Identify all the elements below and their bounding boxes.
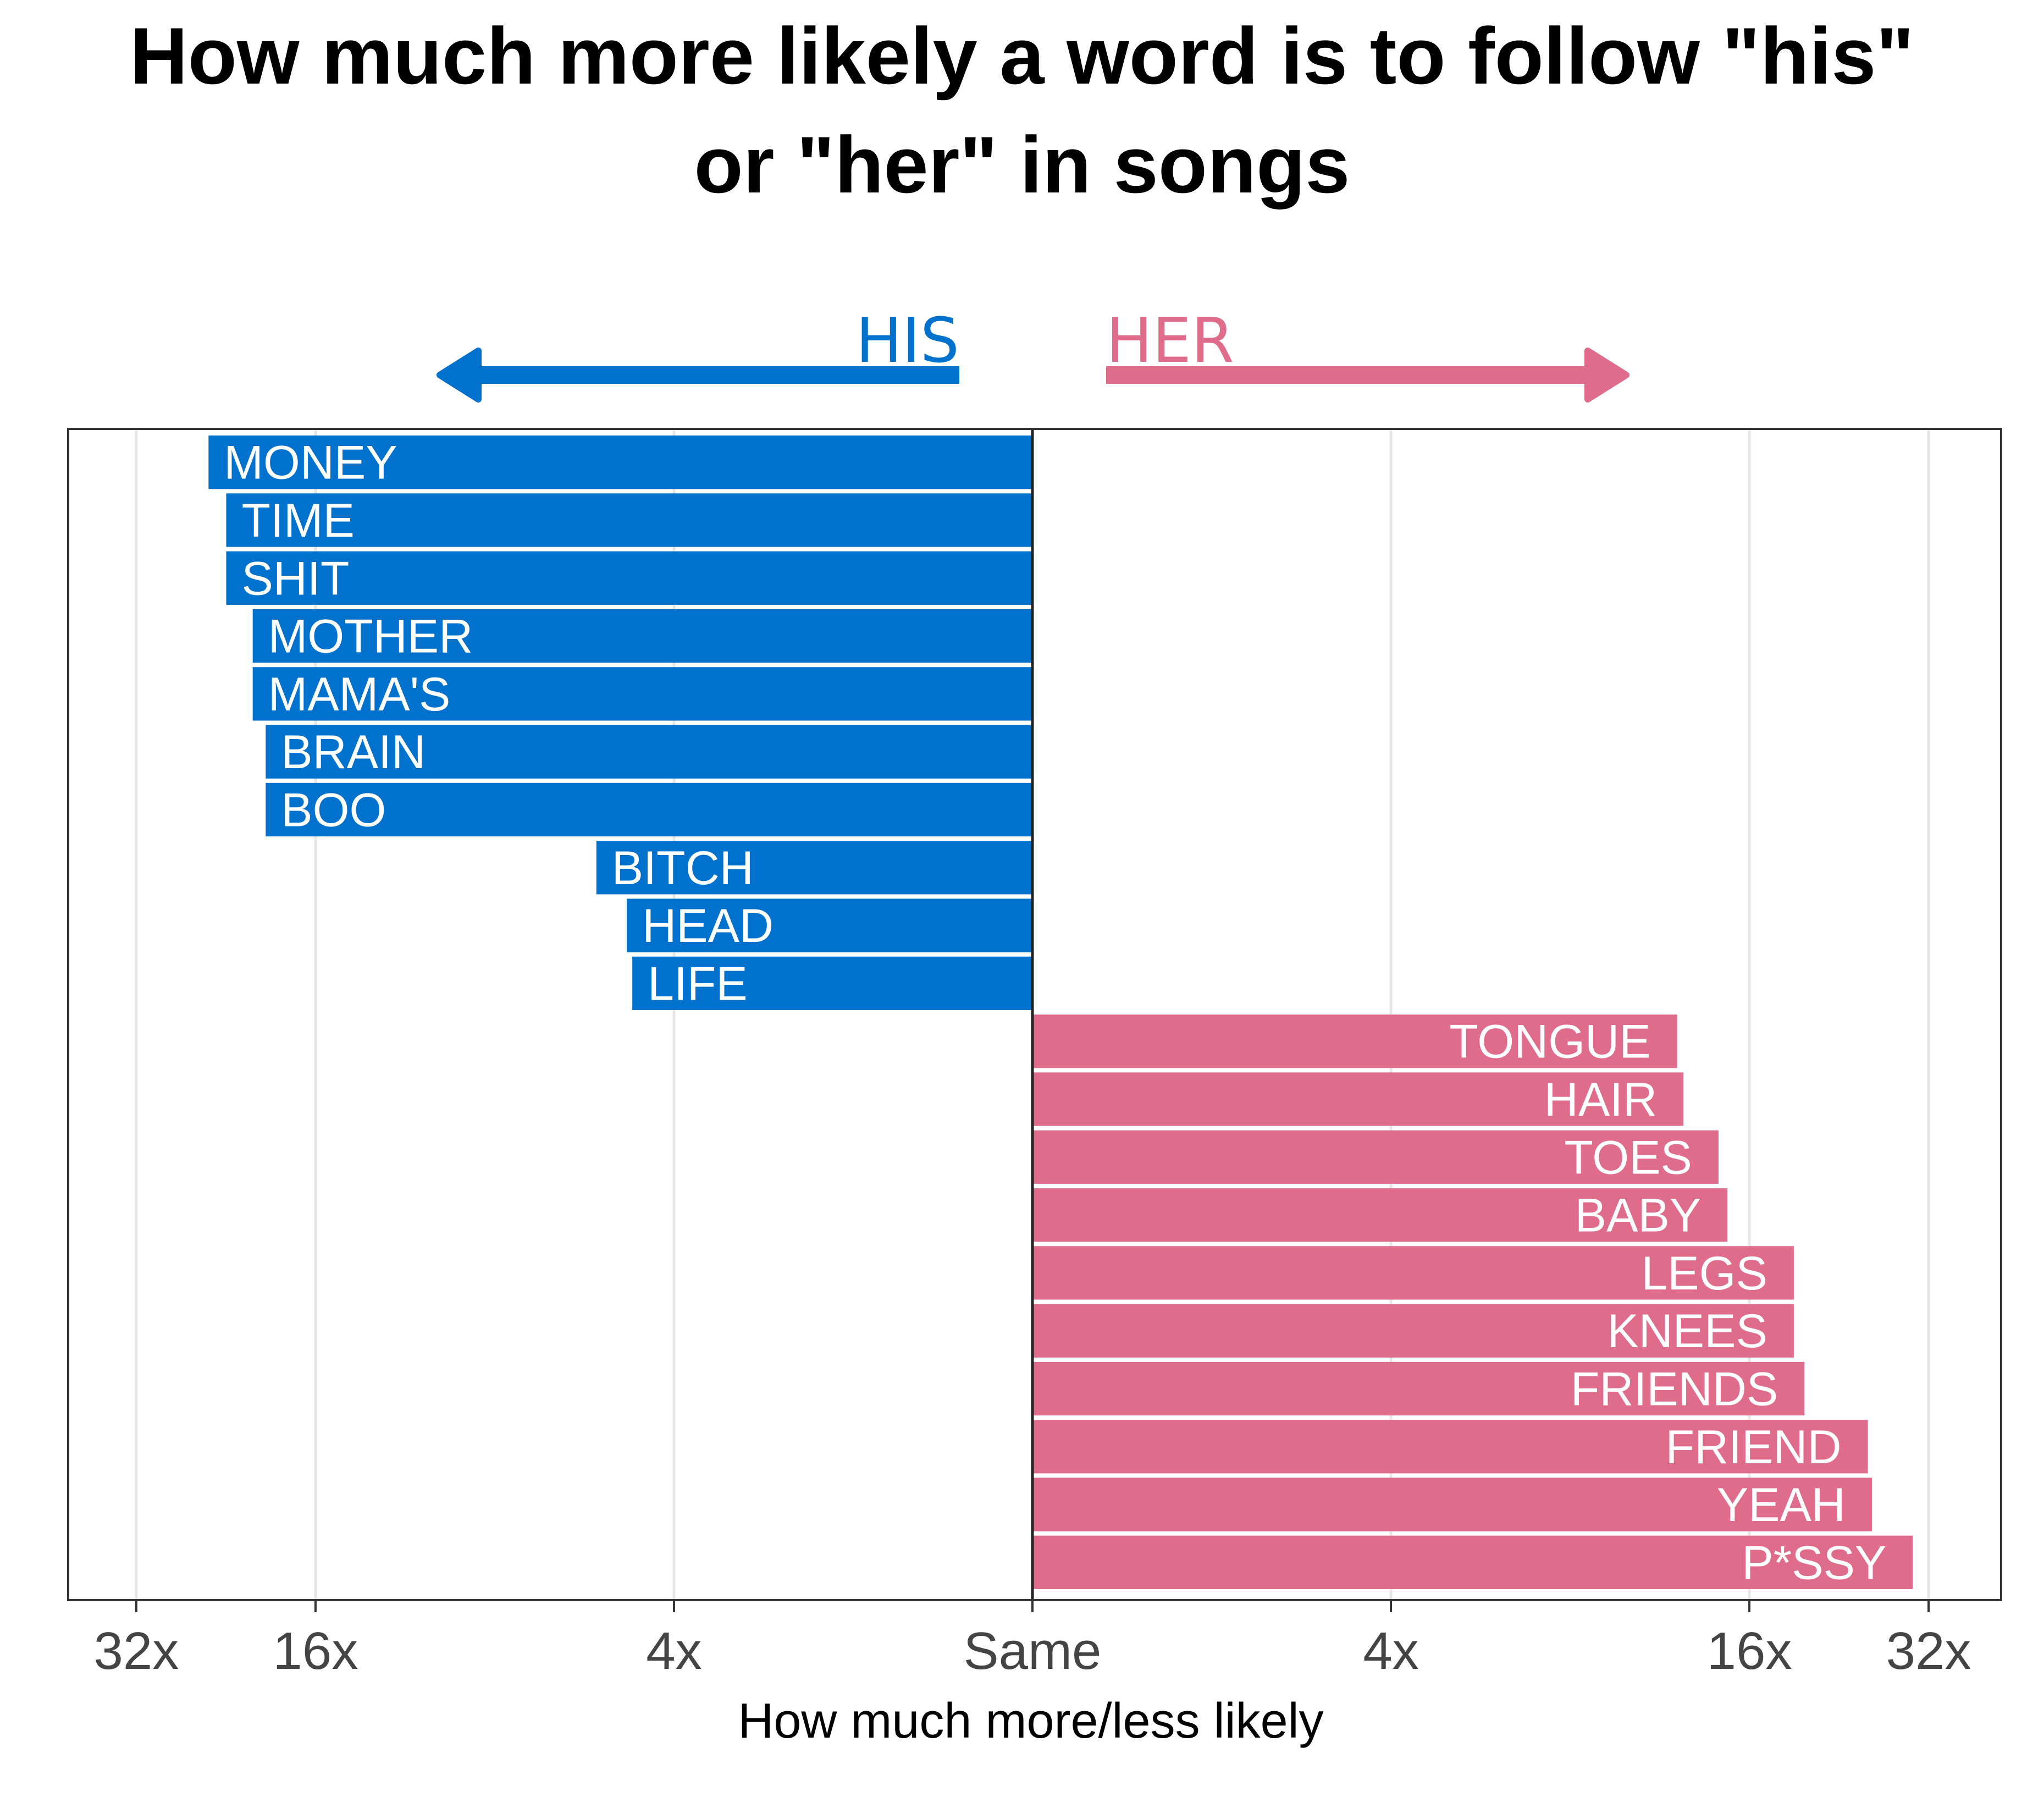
bar-label: BRAIN — [281, 726, 426, 779]
bar — [252, 667, 1032, 721]
x-tick-label: Same — [964, 1622, 1102, 1680]
bar — [226, 551, 1032, 605]
bar-label: TONGUE — [1449, 1016, 1650, 1068]
bar-label: TOES — [1564, 1131, 1692, 1184]
x-tick-label: 4x — [646, 1622, 701, 1680]
bar-his: MOTHER — [252, 609, 1032, 663]
bar-her: YEAH — [1032, 1478, 1872, 1531]
x-tick-label: 4x — [1363, 1622, 1418, 1680]
bar — [1032, 1420, 1868, 1474]
chart-title-line-1: How much more likely a word is to follow… — [130, 11, 1914, 101]
bar-her: FRIEND — [1032, 1420, 1868, 1474]
x-tick-label: 32x — [94, 1622, 179, 1680]
bar-her: TOES — [1032, 1130, 1719, 1184]
bar-his: LIFE — [632, 956, 1032, 1010]
bar-label: SHIT — [241, 552, 349, 605]
bar-label: TIME — [241, 494, 354, 547]
bar — [1032, 1130, 1719, 1184]
bar-label: HEAD — [642, 900, 774, 952]
x-tick-label: 32x — [1886, 1622, 1971, 1680]
bar — [266, 725, 1032, 779]
bar — [1032, 1188, 1728, 1242]
bar-label: MONEY — [224, 437, 397, 489]
bar-label: BABY — [1575, 1189, 1701, 1242]
x-axis: 32x 16x 4x Same 4x 16x 32x — [94, 1600, 1971, 1680]
x-axis-title: How much more/less likely — [738, 1694, 1323, 1749]
x-tick-label: 16x — [273, 1622, 358, 1680]
bar-her: P*SSY — [1032, 1535, 1913, 1589]
bar-label: LEGS — [1641, 1247, 1767, 1300]
bar-her: KNEES — [1032, 1304, 1794, 1358]
bar-his: MONEY — [208, 436, 1032, 489]
bar — [627, 898, 1032, 952]
x-tick-label: 16x — [1707, 1622, 1792, 1680]
bar-his: BITCH — [596, 841, 1032, 895]
bar-her: BABY — [1032, 1188, 1728, 1242]
direction-arrows: HIS HER — [437, 305, 1629, 403]
bar — [596, 841, 1032, 895]
bar-label: YEAH — [1717, 1479, 1846, 1531]
bar-his: BOO — [266, 782, 1032, 837]
bar — [1032, 1361, 1805, 1416]
bar-his: BRAIN — [266, 725, 1032, 779]
bar-his: SHIT — [226, 551, 1032, 605]
bar-label: FRIEND — [1665, 1421, 1841, 1474]
bar — [1032, 1015, 1677, 1068]
bar — [1032, 1535, 1913, 1589]
bar-her: HAIR — [1032, 1072, 1684, 1126]
plot-panel-border — [67, 428, 2002, 1601]
bar — [252, 609, 1032, 663]
bar-label: KNEES — [1607, 1305, 1767, 1358]
her-direction-label: HER — [1106, 305, 1234, 377]
bar — [208, 436, 1032, 489]
bar-her: TONGUE — [1032, 1015, 1677, 1068]
his-direction-label: HIS — [856, 305, 959, 377]
bar-label: FRIENDS — [1571, 1363, 1778, 1415]
bar-label: LIFE — [648, 957, 748, 1010]
bar-her: LEGS — [1032, 1246, 1794, 1300]
bar-his: MAMA'S — [252, 667, 1032, 721]
arrow-head — [1584, 348, 1629, 403]
bar — [266, 782, 1032, 837]
bar-label: HAIR — [1544, 1073, 1657, 1126]
bar-label: BITCH — [612, 842, 754, 895]
bar — [1032, 1478, 1872, 1531]
his-direction-arrow: HIS — [437, 305, 959, 403]
bar-his: TIME — [226, 493, 1032, 547]
bar-his: HEAD — [627, 898, 1032, 952]
bar-label: BOO — [281, 784, 386, 836]
bar-label: MOTHER — [268, 610, 473, 663]
arrow-head — [437, 348, 482, 403]
bar-label: P*SSY — [1742, 1536, 1886, 1589]
bar — [1032, 1072, 1684, 1126]
her-direction-arrow: HER — [1106, 305, 1629, 403]
bar — [1032, 1246, 1794, 1300]
bar-label: MAMA'S — [268, 668, 451, 721]
chart-title-line-2: or "her" in songs — [694, 120, 1350, 210]
bar — [226, 493, 1032, 547]
bar — [632, 956, 1032, 1010]
bar — [1032, 1304, 1794, 1358]
bar-her: FRIENDS — [1032, 1361, 1805, 1416]
